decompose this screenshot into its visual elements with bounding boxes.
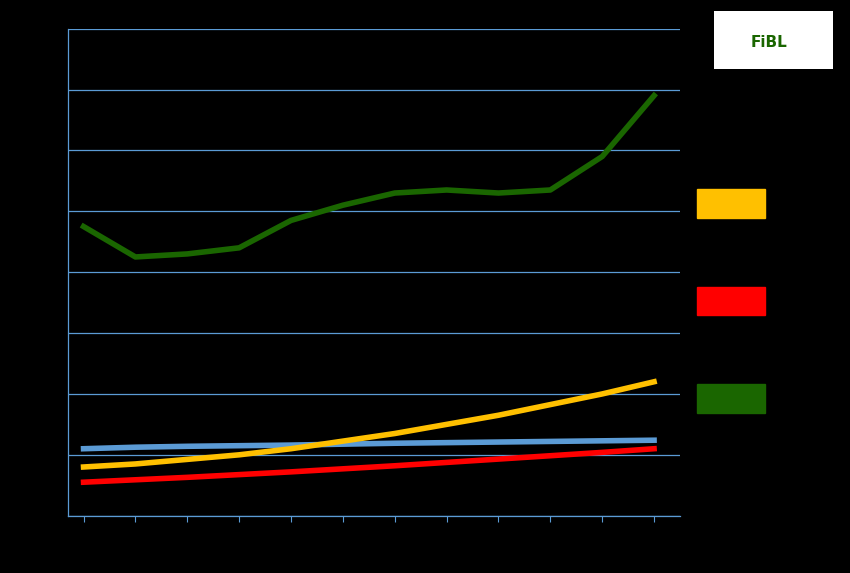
Text: FiBL: FiBL bbox=[751, 36, 788, 50]
